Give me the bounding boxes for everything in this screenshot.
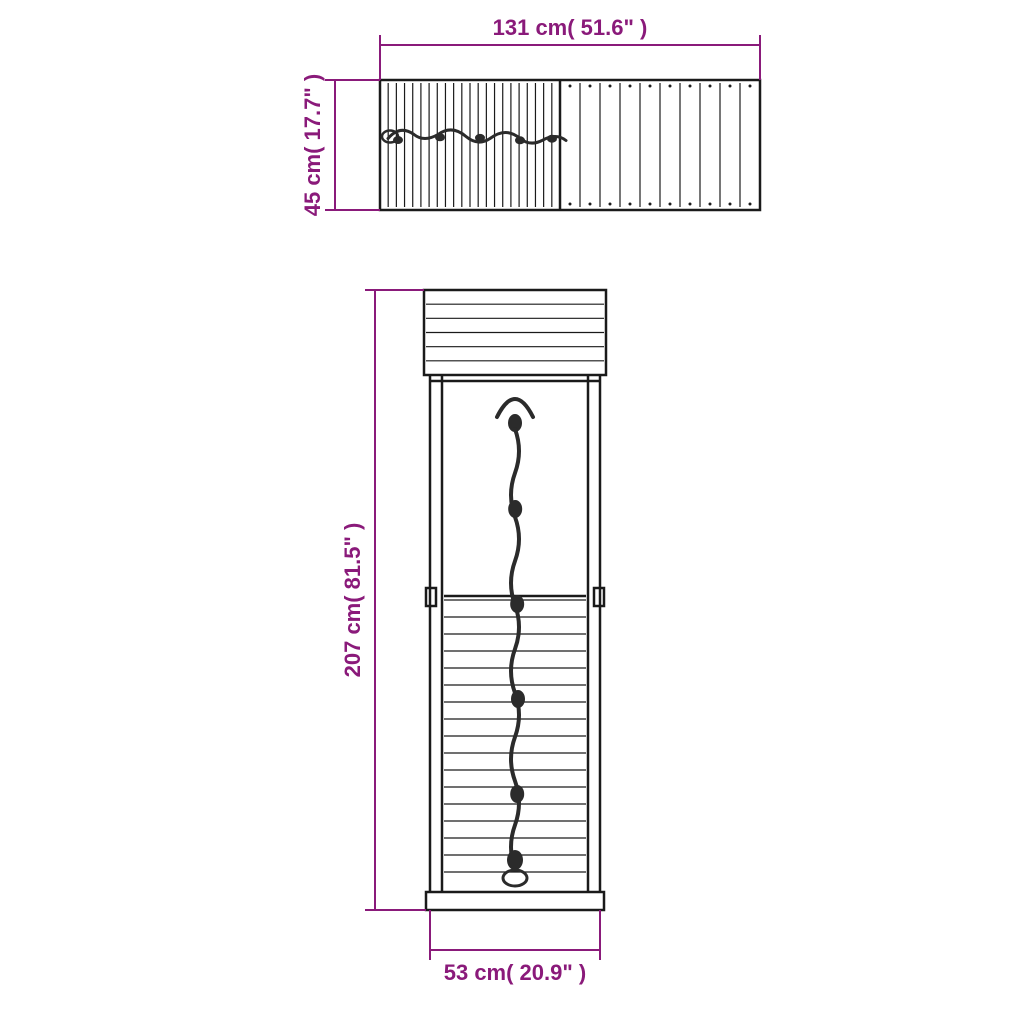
svg-text:45 cm( 17.7" ): 45 cm( 17.7" ) <box>300 74 325 217</box>
svg-text:53 cm( 20.9" ): 53 cm( 20.9" ) <box>444 960 587 985</box>
svg-text:207 cm( 81.5" ): 207 cm( 81.5" ) <box>340 523 365 678</box>
svg-text:131 cm( 51.6" ): 131 cm( 51.6" ) <box>493 15 648 40</box>
